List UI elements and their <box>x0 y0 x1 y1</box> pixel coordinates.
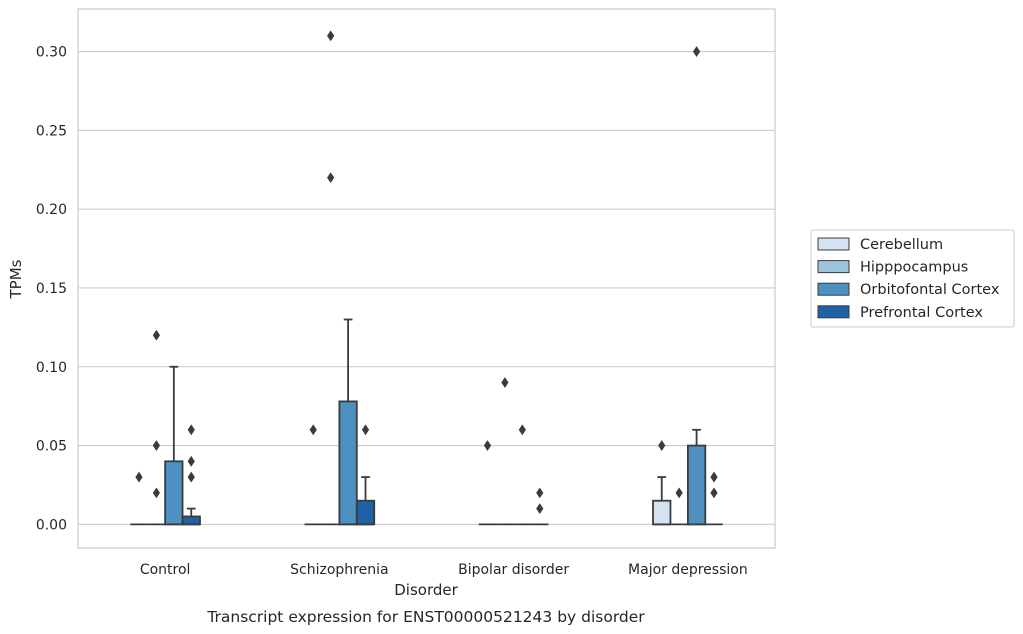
box-hipppocampus-control <box>147 329 166 526</box>
legend-swatch <box>817 237 850 251</box>
plot-frame <box>77 8 776 549</box>
outlier-point <box>710 487 718 499</box>
y-tick-labels: 0.00 0.05 0.10 0.15 0.20 0.25 0.30 <box>36 45 67 534</box>
outlier-point <box>361 424 370 436</box>
y-tick-label: 0.25 <box>36 123 67 139</box>
outlier-point <box>710 471 718 483</box>
box-hipppocampus-schizophrenia <box>321 30 340 526</box>
legend: Cerebellum Hipppocampus Orbitofontal Corte… <box>810 229 1015 328</box>
x-tick-label: Major depression <box>628 562 748 578</box>
y-tick-label: 0.20 <box>36 202 67 218</box>
outlier-point <box>135 471 143 483</box>
outlier-point <box>675 487 683 499</box>
x-tick-label: Schizophrenia <box>290 562 388 578</box>
box-orbitofontal-cortex-control <box>164 365 184 526</box>
outlier-point <box>536 503 544 514</box>
box-orbitofontal-cortex-schizophrenia <box>338 318 358 526</box>
outlier-point <box>187 471 195 483</box>
outlier-point <box>658 440 666 451</box>
outlier-point <box>536 487 544 499</box>
outlier-point <box>327 30 335 42</box>
y-tick-label: 0.00 <box>36 517 67 533</box>
legend-label: Cerebellum <box>860 237 943 253</box>
chart-caption: Transcript expression for ENST0000052124… <box>206 608 645 626</box>
box-prefrontal-cortex-bipolar-disorder <box>531 487 549 526</box>
x-tick-labels: Control Schizophrenia Bipolar disorder Majo… <box>140 562 748 578</box>
outlier-point <box>309 424 317 436</box>
box-cerebellum-major-depression <box>652 440 672 526</box>
grid-lines <box>78 51 775 525</box>
outlier-point <box>187 455 195 467</box>
box <box>686 444 707 526</box>
legend-swatch <box>817 260 850 274</box>
box-prefrontal-cortex-control <box>181 424 201 526</box>
outlier-point <box>187 424 195 436</box>
outlier-point <box>501 377 509 388</box>
x-axis-title: Disorder <box>394 581 458 599</box>
legend-label: Orbitofontal Cortex <box>860 282 1000 298</box>
outlier-point <box>152 487 161 499</box>
box-hipppocampus-major-depression <box>670 487 688 526</box>
y-tick-label: 0.30 <box>36 45 67 61</box>
box-prefrontal-cortex-major-depression <box>705 471 723 526</box>
outlier-point <box>483 440 492 451</box>
box-hipppocampus-bipolar-disorder <box>496 377 514 526</box>
box <box>164 460 184 526</box>
legend-label: Hipppocampus <box>860 260 968 276</box>
legend-swatch <box>817 282 850 296</box>
legend-frame <box>810 229 1015 328</box>
box-cerebellum-schizophrenia <box>304 424 322 526</box>
y-tick-label: 0.05 <box>36 439 67 455</box>
box-prefrontal-cortex-schizophrenia <box>355 424 376 526</box>
box <box>355 499 376 526</box>
outlier-point <box>152 329 161 341</box>
legend-label: Prefrontal Cortex <box>860 305 983 321</box>
outlier-point <box>152 440 161 451</box>
x-tick-label: Control <box>140 562 191 578</box>
y-tick-label: 0.10 <box>36 360 67 376</box>
outlier-point <box>327 172 335 184</box>
box <box>338 400 358 526</box>
box-cerebellum-bipolar-disorder <box>478 440 497 526</box>
box-orbitofontal-cortex-bipolar-disorder <box>513 424 532 526</box>
outlier-point <box>692 46 701 57</box>
x-tick-label: Bipolar disorder <box>458 562 569 578</box>
box-plot-marks <box>130 30 723 526</box>
y-axis-title: TPMs <box>7 259 25 299</box>
box <box>181 515 201 526</box>
box-cerebellum-control <box>130 471 148 526</box>
legend-swatch <box>817 305 850 319</box>
outlier-point <box>518 424 526 436</box>
y-tick-label: 0.15 <box>36 281 67 297</box>
box-orbitofontal-cortex-major-depression <box>686 46 707 526</box>
box <box>652 499 672 526</box>
